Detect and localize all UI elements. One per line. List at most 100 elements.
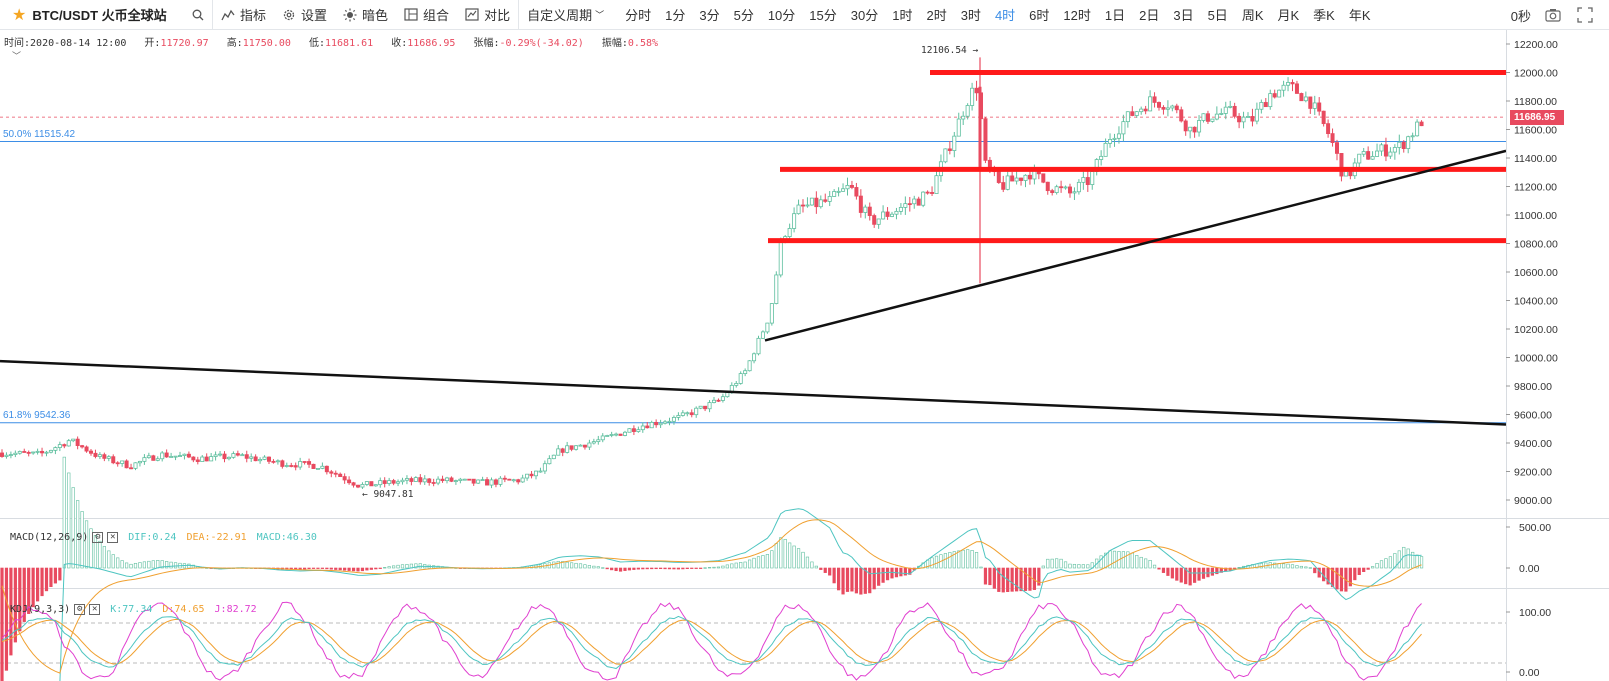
close-icon[interactable]: ✕	[89, 604, 101, 615]
candle	[1348, 170, 1353, 180]
candle-body	[1076, 181, 1081, 193]
candle-body	[40, 450, 45, 454]
period-14[interactable]: 2日	[1139, 8, 1160, 23]
macd-bar	[151, 560, 155, 569]
period-8[interactable]: 2时	[926, 8, 947, 23]
period-15[interactable]: 3日	[1173, 8, 1194, 23]
close-icon[interactable]: ✕	[107, 532, 119, 543]
macd-bar	[329, 567, 333, 570]
candle	[1165, 100, 1170, 117]
fullscreen-icon[interactable]	[1577, 7, 1593, 23]
period-17[interactable]: 周K	[1241, 8, 1264, 23]
period-6[interactable]: 30分	[850, 8, 879, 23]
period-20[interactable]: 年K	[1348, 8, 1371, 23]
candle-body	[111, 456, 116, 464]
candle-body	[44, 451, 49, 454]
candle-body	[760, 331, 765, 339]
macd-bar	[801, 551, 805, 569]
candle-body	[1317, 102, 1322, 112]
candle	[502, 475, 507, 483]
period-5[interactable]: 15分	[809, 8, 837, 23]
indicators-icon	[221, 9, 235, 20]
gear-icon[interactable]: ⚙	[92, 532, 104, 543]
candle	[315, 467, 320, 470]
candle-body	[805, 204, 810, 207]
candle	[907, 196, 912, 212]
macd-bar	[160, 560, 164, 569]
macd-bar	[378, 567, 382, 569]
settings-label: 设置	[301, 8, 328, 23]
period-7[interactable]: 1时	[892, 8, 913, 23]
gear-icon[interactable]: ⚙	[74, 604, 86, 615]
price-axis-label: 9000.00	[1514, 495, 1552, 507]
macd-bar	[1072, 563, 1077, 569]
macd-bar	[147, 560, 151, 569]
macd-bar	[374, 567, 378, 570]
candle	[542, 460, 547, 474]
period-10[interactable]: 4时	[994, 8, 1016, 23]
candle-body	[872, 215, 877, 225]
indicators-button[interactable]: 指标	[213, 0, 274, 30]
macd-bar	[1197, 567, 1201, 581]
period-2[interactable]: 3分	[699, 8, 720, 23]
period-0[interactable]: 分时	[625, 8, 652, 23]
macd-bar	[156, 560, 160, 569]
candle	[952, 131, 957, 158]
macd-bar	[712, 566, 716, 569]
candle	[689, 409, 694, 418]
macd-bar	[1184, 567, 1188, 585]
candle	[1375, 143, 1380, 157]
candle-body	[685, 412, 690, 415]
camera-icon[interactable]	[1545, 7, 1561, 23]
macd-bar	[360, 567, 365, 572]
period-18[interactable]: 月K	[1277, 8, 1300, 23]
macd-bar	[31, 567, 35, 608]
star-icon[interactable]: ★	[12, 6, 27, 24]
period-13[interactable]: 1日	[1104, 8, 1126, 23]
period-11[interactable]: 6时	[1029, 8, 1050, 23]
candle-body	[516, 479, 521, 483]
candle	[876, 218, 881, 229]
candle-body	[996, 171, 1001, 183]
period-9[interactable]: 3时	[960, 8, 981, 23]
macd-bar	[1362, 567, 1366, 572]
period-19[interactable]: 季K	[1313, 8, 1335, 23]
candle-body	[520, 477, 525, 483]
compose-button[interactable]: 组合	[396, 0, 457, 30]
candle-body	[249, 456, 254, 459]
search-icon[interactable]	[192, 9, 204, 21]
macd-bar	[583, 564, 587, 569]
custom-period-dropdown[interactable]: 自定义周期 ﹀	[519, 0, 612, 30]
candle-body	[498, 477, 503, 485]
candle-body	[898, 206, 903, 212]
candle	[525, 473, 530, 481]
period-16[interactable]: 5日	[1207, 8, 1228, 23]
candle	[431, 478, 436, 487]
candle	[102, 452, 107, 462]
candle	[765, 322, 770, 334]
period-1[interactable]: 1分	[665, 8, 686, 23]
theme-button[interactable]: 暗色	[335, 0, 396, 30]
collapse-chevron-icon[interactable]: ﹀	[12, 51, 22, 61]
period-12[interactable]: 12时	[1063, 8, 1091, 23]
candle	[605, 434, 610, 437]
compare-button[interactable]: 对比	[457, 0, 518, 30]
candle-body	[578, 444, 583, 447]
settings-button[interactable]: 设置	[274, 0, 335, 30]
macd-title: MACD(12,26,9)	[10, 532, 89, 543]
macd-bar	[1335, 567, 1339, 590]
candle-body	[333, 472, 338, 475]
candle	[26, 450, 31, 457]
candle	[1161, 105, 1166, 115]
candle-body	[663, 421, 668, 424]
candle-body	[115, 462, 120, 465]
period-4[interactable]: 10分	[767, 8, 796, 23]
macd-bar	[899, 567, 903, 577]
kdj-k-line	[1, 615, 1422, 670]
period-3[interactable]: 5分	[733, 8, 754, 23]
symbol-selector[interactable]: ★ BTC/USDT 火币全球站	[0, 0, 212, 30]
price-axis-label: 9600.00	[1514, 410, 1552, 422]
drawing-lines[interactable]	[0, 70, 1507, 426]
candle-body	[391, 480, 396, 484]
